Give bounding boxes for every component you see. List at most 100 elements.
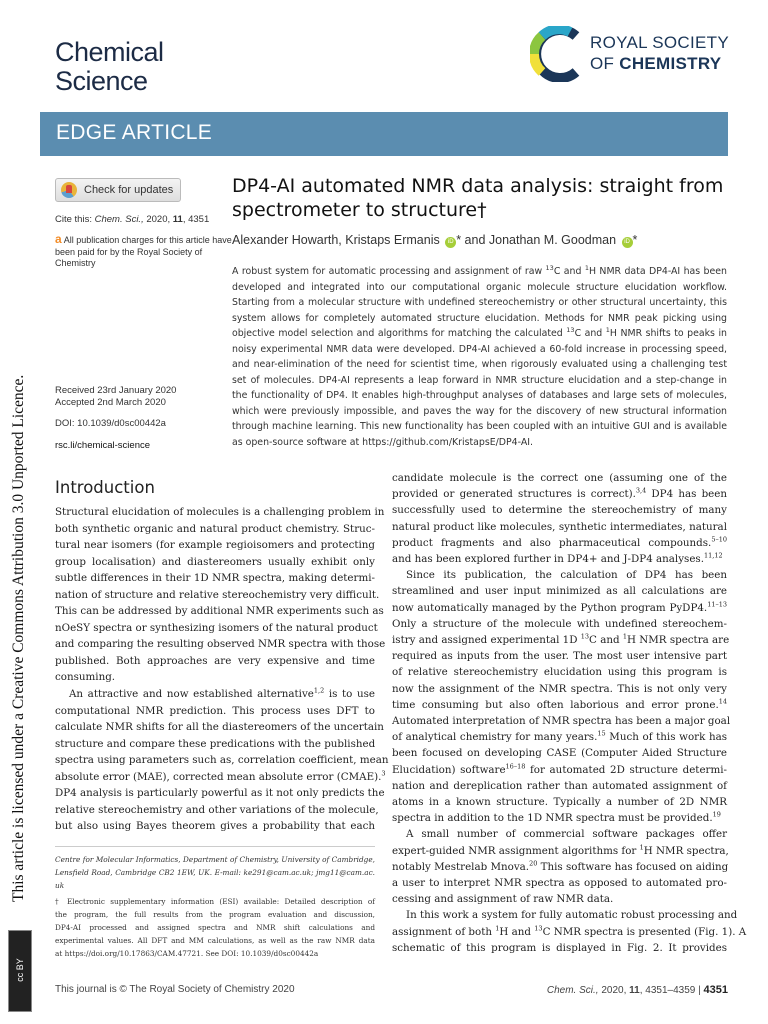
journal-name-line2: Science [55,66,148,96]
text-line: cessing and assignment of raw NMR data. [392,893,614,906]
superscript: 13 [566,325,575,334]
text-line: Only a structure of the molecule with un… [392,617,727,630]
superscript: 20 [529,859,538,868]
text-line: Elucidation) software16–18 for automated… [392,762,727,776]
footnote-divider [55,846,375,847]
footnote-line: uk [55,881,65,890]
rsc-logo-icon [530,26,580,82]
open-access-note: a All publication charges for this artic… [55,233,235,270]
cc-by-badge[interactable]: cc BY [8,930,32,1012]
orcid-icon[interactable]: iD [445,237,457,248]
abstract-line: which were previously impossible, and pa… [232,405,727,417]
authors: Alexander Howarth, Kristaps Ermanis iD * … [232,233,637,248]
corresponding-mark: * [632,233,638,247]
footer-citation: Chem. Sci., 2020, 11, 4351–4359 | 4351 [547,984,728,996]
journal-name-line1: Chemical [55,37,164,67]
paragraph: candidate molecule is the correct one (a… [392,470,727,567]
text-line: natural product like molecules, syntheti… [392,520,727,533]
check-for-updates-button[interactable]: Check for updates [55,178,181,202]
text-line: notably Mestrelab Mnova.20 This software… [392,859,729,873]
text-line: relative stereochemistry and other varia… [55,803,379,816]
text-line: nOeSY spectra or synthesizing isomers of… [55,621,378,634]
publisher-line2: OF CHEMISTRY [590,53,729,74]
text-line: product fragments and also pharmaceutica… [392,535,727,549]
text-line: absolute error (MAE), corrected mean abs… [55,769,386,783]
orcid-icon[interactable]: iD [621,237,633,248]
text-line: In this work a system for fully automati… [406,909,738,922]
publisher-line1: ROYAL SOCIETY [590,33,729,52]
text-line: group localisation) and diastereomers us… [55,555,375,568]
text-line: nation of structure and relative stereoc… [55,588,380,601]
article-title: DP4-AI automated NMR data analysis: stra… [232,174,723,222]
license-text[interactable]: This article is licensed under a Creativ… [10,374,27,902]
footer-pages: , 4351–4359 | [639,985,701,996]
paragraph: A small number of commercial software pa… [392,826,729,907]
text-line: A small number of commercial software pa… [406,828,727,841]
paragraph: In this work a system for fully automati… [392,907,747,956]
superscript: 1,2 [313,686,325,695]
text-line: required as inputs from the user. The mo… [392,650,727,663]
text-line: and has been explored further in DP4+ an… [392,551,723,566]
text-line: DP4 analysis is particularly powerful as… [55,787,385,800]
text-line: subtle differences in their 1D NMR spect… [55,572,375,585]
superscript: 1 [495,924,500,933]
text-line: assignment of both 1H and 13C NMR spectr… [392,924,747,938]
abstract-line: developed and integrated into our comput… [232,281,727,293]
superscript: 13 [580,632,590,641]
abstract-line: and near-elimination of the need for sci… [232,359,727,370]
footnote-line: Lensfield Road, Cambridge CB2 1EW, UK. E… [55,868,375,877]
body-column-right: candidate molecule is the correct one (a… [392,470,747,956]
text-line: An attractive and now established altern… [69,686,375,701]
superscript: 5–10 [711,535,727,544]
footer-copyright: This journal is © The Royal Society of C… [55,984,295,995]
journal-name: Chemical Science [55,38,164,96]
cc-by-label: cc BY [15,958,25,982]
paragraph: Structural elucidation of molecules is a… [55,504,385,686]
text-line: This can be addressed by additional NMR … [55,605,384,618]
text-line: streamlined and user input minimized as … [392,585,727,598]
text-line: schematic of this program is displayed i… [392,941,727,954]
paragraph: Since its publication, the calculation o… [392,567,730,826]
superscript: 15 [597,729,606,738]
superscript: 11,12 [703,551,723,560]
text-line: of relative stereochemistry elucidation … [392,666,727,679]
abstract-line: set of molecules. DP4-AI represents a le… [232,374,727,386]
publisher-bold: CHEMISTRY [619,54,722,73]
section-heading-introduction: Introduction [55,478,155,497]
cite-year: 2020, [146,214,171,225]
footnote-line: at https://doi.org/10.17863/CAM.47721. S… [55,949,319,958]
journal-link[interactable]: rsc.li/chemical-science [55,440,151,451]
superscript: 19 [712,810,721,819]
publisher-prefix: OF [590,54,615,73]
cite-page: , 4351 [182,214,210,225]
doi: DOI: 10.1039/d0sc00442a [55,418,166,429]
dates: Received 23rd January 2020 Accepted 2nd … [55,385,176,409]
text-line: atoms in a known structure. Typically a … [392,796,727,809]
text-line: provided or generated structures is corr… [392,486,727,501]
rsc-logo-text: ROYAL SOCIETY OF CHEMISTRY [590,32,729,74]
received-date: Received 23rd January 2020 [55,385,177,396]
text-line: of analytical chemistry for many years.1… [392,729,727,744]
author-names-2: * and Jonathan M. Goodman [456,233,617,247]
text-line: both synthetic organic and natural produ… [55,522,375,535]
footnote-line: † Electronic supplementary information (… [55,897,375,906]
footnotes: Centre for Molecular Informatics, Depart… [55,853,375,960]
superscript: 11–13 [707,600,727,609]
cite-journal: Chem. Sci., [94,214,144,225]
superscript: 1 [584,263,589,272]
citation: Cite this: Chem. Sci., 2020, 11, 4351 [55,214,209,225]
text-line: calculate NMR shifts for all the diaster… [55,721,384,734]
text-line: spectra using parameters such as, correl… [55,754,389,767]
footnote-line: DP4-AI processed and assigned spectra an… [55,923,375,932]
article-type: EDGE ARTICLE [56,121,213,144]
superscript: 3,4 [635,486,647,495]
abstract-line: Starting from a molecular structure with… [232,297,727,308]
superscript: 1 [622,632,627,641]
abstract-line: A robust system for automatic processing… [232,263,727,277]
footer-volume: 11 [629,985,640,996]
superscript: 1 [639,843,644,852]
crossmark-icon [61,182,77,198]
text-line: now the assignment of the NMR spectra. T… [392,682,727,695]
text-line: istry and assigned experimental 1D 13C a… [392,632,730,647]
footnote-line: experimental values. All DFT and MM calc… [55,936,375,945]
